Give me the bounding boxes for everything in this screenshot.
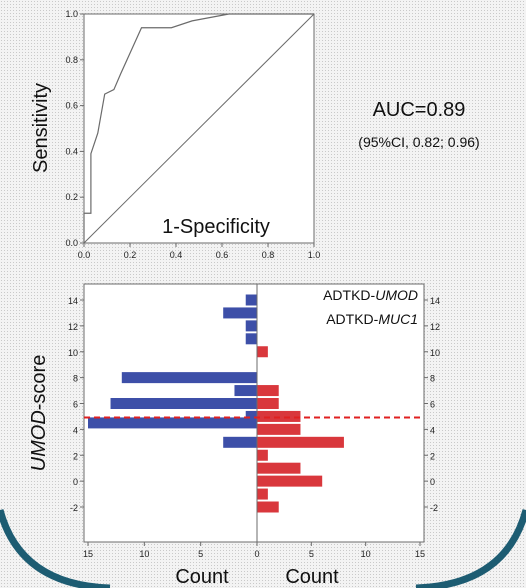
- umod-bar: [223, 436, 257, 448]
- roc-curve: [83, 13, 314, 243]
- bar-x-tick-label: 0: [254, 549, 259, 559]
- bar-left-y-tick-label: 2: [73, 451, 78, 461]
- roc-y-tick-label: 1.0: [65, 9, 78, 19]
- roc-y-tick-label: 0.4: [65, 146, 78, 156]
- roc-chart: 0.0 0.2 0.4 0.6 0.8 1.0 0.0 0.2 0.4 0.6 0.8 1.0 1-…: [30, 9, 480, 260]
- bar-right-y-tick-labels: 14 12 10 8 6 4 2 0 -2: [424, 296, 440, 513]
- roc-y-tick-label: 0.0: [65, 238, 78, 248]
- legend-umod: ADTKD-UMOD: [323, 287, 418, 303]
- bar-x-tick-label: 15: [83, 549, 93, 559]
- bar-left-y-tick-labels: 14 12 10 8 6 4 2 0 -2: [68, 296, 84, 513]
- bar-x-tick-label: 5: [309, 549, 314, 559]
- roc-x-tick-label: 1.0: [308, 250, 321, 260]
- bar-right-y-tick-label: 12: [430, 322, 440, 332]
- bar-right-y-tick-label: 10: [430, 348, 440, 358]
- roc-y-tick-label: 0.6: [65, 101, 78, 111]
- umod-bar: [88, 417, 257, 429]
- bar-x-tick-label: 10: [139, 549, 149, 559]
- bar-right-y-tick-label: -2: [430, 503, 438, 513]
- muc1-bar: [257, 423, 301, 435]
- muc1-bar: [257, 449, 268, 461]
- muc1-bar: [257, 398, 279, 409]
- roc-xlabel-box: [143, 211, 290, 240]
- roc-x-tick-label: 0.4: [170, 250, 183, 260]
- umod-bar: [223, 307, 257, 319]
- muc1-bar: [257, 488, 268, 500]
- bar-left-y-tick-label: 4: [73, 425, 78, 435]
- muc1-bar: [257, 501, 279, 513]
- bar-right-y-tick-label: 14: [430, 296, 440, 306]
- bar-right-y-tick-label: 8: [430, 374, 435, 384]
- muc1-bar: [257, 462, 301, 474]
- roc-y-tick-label: 0.8: [65, 55, 78, 65]
- bar-right-y-tick-label: 2: [430, 451, 435, 461]
- roc-y-tick-label: 0.2: [65, 192, 78, 202]
- bar-left-y-tick-label: 6: [73, 400, 78, 410]
- bar-x-tick-label: 15: [415, 549, 425, 559]
- roc-x-tick-label: 0.6: [216, 250, 229, 260]
- roc-x-tick-label: 0.0: [78, 250, 91, 260]
- bar-left-y-tick-label: 10: [68, 348, 78, 358]
- bar-x-tick-label: 5: [198, 549, 203, 559]
- bar-ylabel: UMOD-score: [28, 355, 50, 472]
- roc-xlabel: 1-Specificity: [162, 216, 270, 238]
- reference-diagonal: [83, 13, 315, 244]
- umod-bars: [88, 294, 258, 448]
- auc-ci-label: (95%CI, 0.82; 0.96): [358, 134, 479, 150]
- roc-x-tick-label: 0.2: [124, 250, 137, 260]
- muc1-bar: [257, 475, 323, 487]
- roc-x-tick-label: 0.8: [262, 250, 275, 260]
- umod-bar: [110, 398, 258, 409]
- muc1-bar: [257, 385, 279, 397]
- bar-left-y-tick-label: 8: [73, 374, 78, 384]
- bar-xlabel-right: Count: [285, 566, 339, 588]
- roc-y-tick-labels: 0.0 0.2 0.4 0.6 0.8 1.0: [65, 9, 84, 248]
- umod-bar: [245, 410, 257, 422]
- legend-muc1: ADTKD-MUC1: [326, 311, 418, 327]
- umod-bar: [245, 320, 257, 332]
- bar-right-y-tick-label: 0: [430, 477, 435, 487]
- bar-right-y-tick-label: 4: [430, 425, 435, 435]
- bar-right-y-tick-label: 6: [430, 400, 435, 410]
- bar-left-y-tick-label: 12: [68, 322, 78, 332]
- auc-label: AUC=0.89: [373, 99, 466, 121]
- muc1-bar: [257, 346, 268, 358]
- bar-x-tick-labels: 15 10 5 0 5 10 15: [83, 542, 425, 559]
- muc1-bar: [257, 436, 344, 448]
- bar-xlabel-left: Count: [175, 566, 229, 588]
- bar-left-y-tick-label: 14: [68, 296, 78, 306]
- umod-bar: [121, 372, 257, 384]
- roc-x-tick-labels: 0.0 0.2 0.4 0.6 0.8 1.0: [78, 243, 321, 260]
- umod-bar: [245, 333, 257, 345]
- umod-bar: [245, 294, 257, 306]
- bar-x-tick-label: 10: [361, 549, 371, 559]
- roc-ylabel: Sensitivity: [30, 83, 52, 173]
- bar-left-y-tick-label: -2: [70, 503, 78, 513]
- umod-bar: [234, 385, 257, 397]
- bar-left-y-tick-label: 0: [73, 477, 78, 487]
